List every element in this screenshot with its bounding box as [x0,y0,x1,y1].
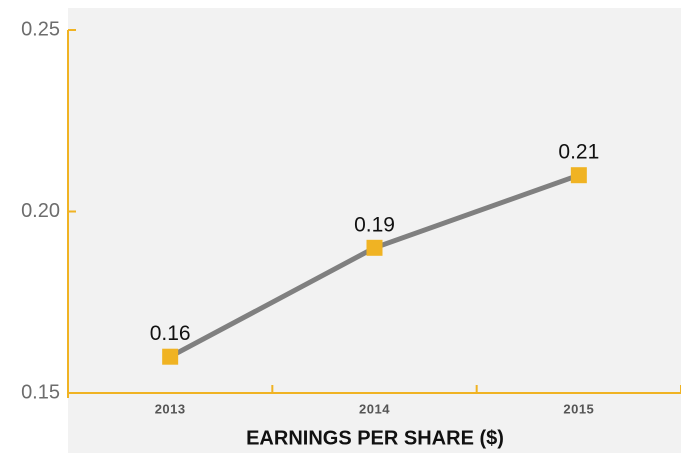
plot-background [68,8,681,453]
point-marker [162,348,179,365]
y-tick-label: 0.25 [21,18,60,40]
y-tick-label: 0.20 [21,200,60,222]
x-tick-label: 2014 [359,401,390,416]
data-label: 0.19 [354,213,395,236]
chart-title: EARNINGS PER SHARE ($) [246,427,504,449]
x-tick-label: 2013 [155,401,186,416]
y-tick-label: 0.15 [21,381,60,403]
data-label: 0.16 [150,322,191,345]
data-label: 0.21 [558,141,599,164]
point-marker [366,239,383,256]
point-marker [570,167,587,184]
x-tick-label: 2015 [563,401,594,416]
